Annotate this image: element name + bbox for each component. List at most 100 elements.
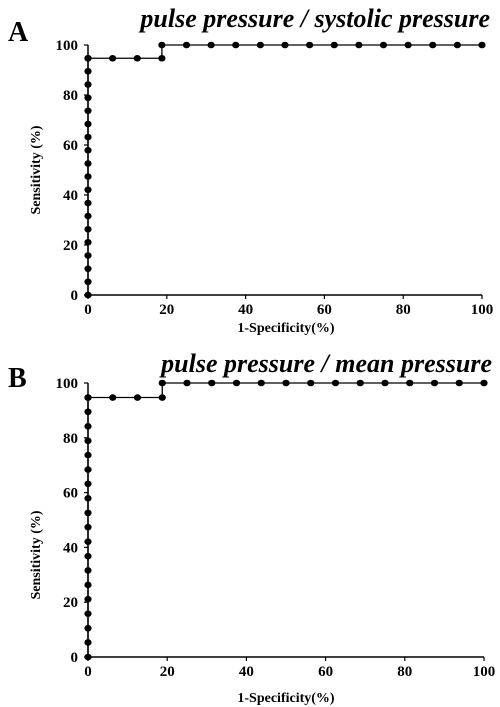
- panel-a-data-point: [84, 212, 92, 220]
- panel-a-data-point: [281, 41, 289, 49]
- panel-b-data-point: [84, 437, 92, 445]
- panel-a-data-point: [84, 186, 92, 194]
- panel-a-data-point: [84, 278, 92, 286]
- panel-b-data-point: [232, 379, 241, 387]
- panel-a-y-tick-label: 40: [63, 188, 78, 204]
- panel-b-data-point: [84, 538, 92, 545]
- panel-b-data-point: [356, 379, 364, 387]
- panel-b-data-point: [84, 495, 92, 502]
- panel-b-title: pulse pressure / mean pressure: [159, 349, 492, 378]
- panel-b-y-tick-label: 0: [71, 650, 79, 666]
- panel-a-data-point: [182, 41, 191, 49]
- panel-a-data-point: [84, 133, 92, 141]
- panel-a-data-point: [84, 225, 92, 233]
- panel-a-data-point: [133, 54, 141, 62]
- panel-a-data-point: [84, 265, 92, 273]
- panel-b-data-point: [430, 379, 439, 387]
- panel-a-x-tick-label: 100: [471, 302, 494, 318]
- panel-b-x-tick-label: 60: [318, 664, 333, 680]
- panel-a-y-tick-label: 20: [63, 238, 78, 254]
- panel-b-data-point: [84, 509, 92, 517]
- panel-b-data-point: [406, 379, 414, 387]
- panel-b-letter: B: [8, 363, 27, 394]
- panel-b: B pulse pressure / mean pressure Sensiti…: [8, 349, 495, 706]
- panel-b-data-point: [133, 394, 142, 401]
- panel-b-data-point: [84, 451, 92, 459]
- panel-a-data-point: [84, 160, 92, 167]
- panel-a-data-point: [84, 120, 92, 128]
- panel-b-data-point: [455, 379, 463, 387]
- panel-a-y-tick-label: 100: [56, 38, 79, 54]
- panel-a-x-axis-label: 1-Specificity(%): [237, 321, 335, 336]
- panel-a-data-point: [84, 107, 92, 115]
- panel-b-data-point: [307, 379, 315, 387]
- panel-a-data-point: [158, 41, 166, 49]
- panel-a-data-point: [84, 146, 92, 154]
- panel-b-data-point: [480, 379, 488, 387]
- panel-a-data-point: [404, 41, 412, 49]
- panel-a-data-point: [379, 41, 388, 49]
- panel-b-data-point: [158, 379, 166, 387]
- panel-b-data-point: [109, 394, 117, 401]
- panel-a-data-point: [256, 41, 264, 49]
- panel-a-data-point: [429, 41, 437, 49]
- panel-a-data-point: [478, 41, 486, 49]
- panel-b-data-point: [84, 552, 92, 560]
- panel-a-data-point: [84, 94, 92, 102]
- panel-b-x-tick-label: 0: [84, 664, 92, 680]
- panel-b-y-tick-label: 80: [63, 431, 78, 447]
- panel-a-data-point: [84, 252, 92, 259]
- panel-a-y-tick-label: 0: [71, 288, 79, 304]
- panel-b-data-point: [84, 581, 92, 589]
- panel-a-data-point: [109, 54, 117, 62]
- panel-b-roc-line: [87, 382, 484, 657]
- panel-b-y-axis-label: Sensitivity (%): [29, 510, 44, 599]
- panel-b-data-point: [257, 379, 265, 387]
- panel-b-data-point: [331, 379, 340, 387]
- panel-a-y-axis-label: Sensitivity (%): [29, 125, 44, 214]
- panel-a: A pulse pressure / systolic pressure Sen…: [8, 4, 493, 336]
- panel-b-y-tick-label: 40: [63, 540, 78, 556]
- panel-a-data-point: [232, 41, 240, 49]
- panel-a-x-tick-label: 80: [396, 302, 411, 318]
- panel-a-data-point: [84, 238, 92, 246]
- panel-a-letter: A: [8, 17, 29, 48]
- panel-b-y-tick-label: 60: [63, 486, 78, 502]
- panel-b-y-tick-label: 100: [56, 376, 79, 392]
- panel-b-data-point: [158, 394, 166, 401]
- panel-a-x-tick-label: 60: [317, 302, 332, 318]
- panel-b-x-tick-label: 100: [473, 664, 496, 680]
- panel-b-data-point: [84, 653, 92, 661]
- panel-b-data-point: [84, 466, 92, 473]
- panel-a-x-tick-label: 20: [159, 302, 174, 318]
- panel-b-data-point: [84, 567, 92, 574]
- panel-b-x-tick-label: 40: [239, 664, 254, 680]
- panel-a-data-point: [84, 81, 92, 88]
- panel-b-plot: 0 20 40 60 80 100 0 20 40 60 80 100: [56, 376, 496, 680]
- panel-a-data-point: [84, 67, 92, 75]
- panel-a-data-point: [84, 291, 92, 299]
- panel-a-data-point: [84, 54, 92, 62]
- panel-a-plot: 0 20 40 60 80 100 0 20 40 60 80 100: [56, 38, 494, 318]
- panel-a-data-point: [330, 41, 338, 49]
- panel-a-x-tick-label: 0: [84, 302, 92, 318]
- panel-b-data-point: [84, 394, 92, 401]
- panel-b-data-point: [84, 639, 92, 646]
- panel-a-y-tick-label: 60: [63, 138, 78, 154]
- panel-a-data-point: [207, 41, 215, 49]
- panel-a-data-point: [306, 41, 314, 49]
- panel-b-data-point: [208, 379, 216, 387]
- panel-a-title: pulse pressure / systolic pressure: [138, 4, 490, 33]
- panel-b-x-axis-label: 1-Specificity(%): [237, 691, 335, 706]
- panel-a-y-tick-label: 80: [63, 88, 78, 104]
- panel-a-data-point: [84, 199, 92, 207]
- panel-b-data-point: [84, 624, 92, 632]
- panel-a-data-point: [158, 54, 166, 62]
- panel-b-data-point: [84, 595, 92, 603]
- panel-b-data-point: [84, 422, 92, 430]
- panel-b-data-point: [84, 610, 92, 618]
- panel-b-data-point: [84, 480, 92, 488]
- panel-a-data-point: [84, 173, 92, 180]
- panel-a-x-tick-label: 40: [238, 302, 253, 318]
